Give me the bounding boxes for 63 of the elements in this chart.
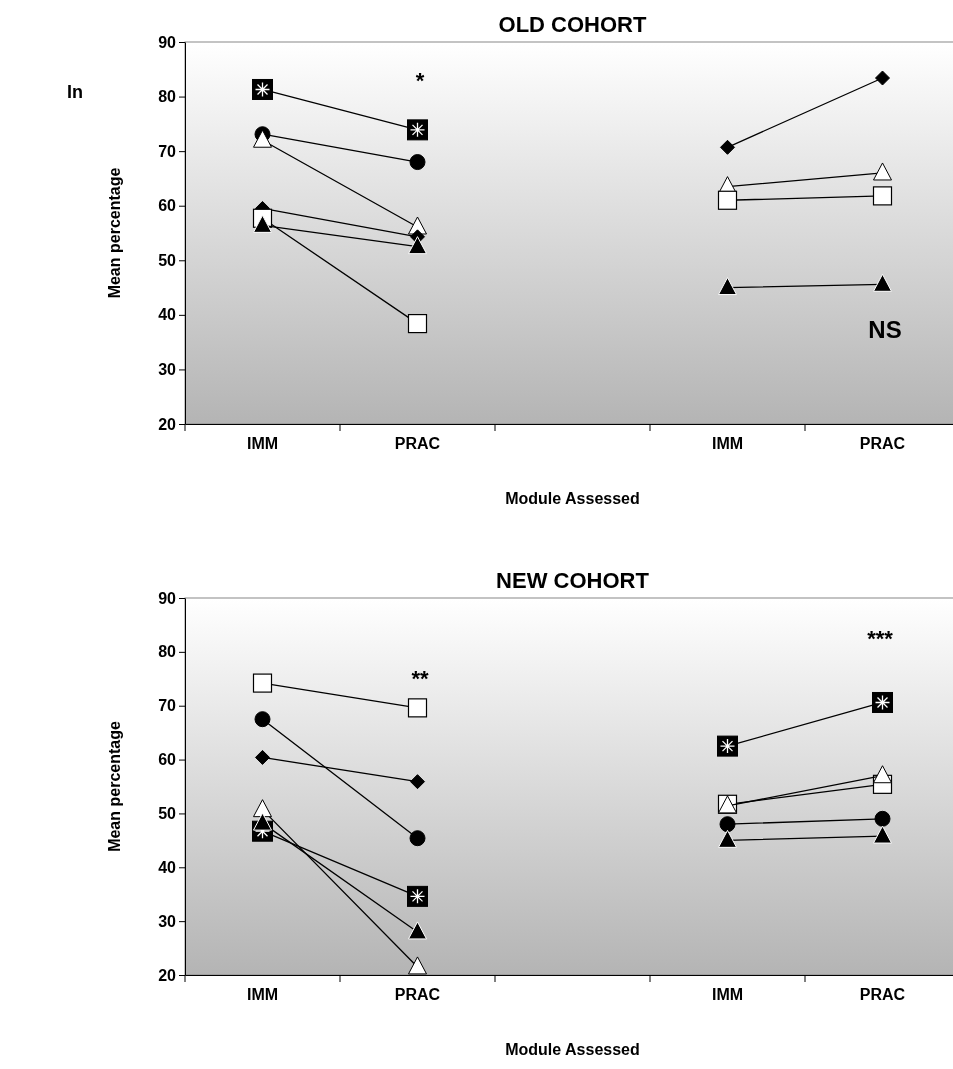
y-tick-label: 90 <box>158 589 177 607</box>
x-tick-label: IMM <box>711 986 744 1004</box>
chart-title: OLD COHORT <box>498 12 647 37</box>
point <box>720 139 735 155</box>
x-tick-label: IMM <box>246 986 279 1004</box>
point <box>410 774 425 790</box>
point <box>253 214 272 233</box>
point <box>873 825 892 844</box>
point <box>718 277 737 296</box>
point <box>253 129 272 148</box>
y-tick-label: 40 <box>158 858 177 876</box>
point <box>408 921 427 940</box>
point <box>253 799 272 818</box>
point <box>873 765 892 784</box>
point <box>872 186 893 206</box>
y-tick-label: 90 <box>158 33 177 51</box>
chart-title: NEW COHORT <box>496 568 650 593</box>
annotation: *** <box>867 626 894 651</box>
x-axis-title: Module Assessed <box>505 490 640 507</box>
point <box>407 698 428 718</box>
y-tick-label: 20 <box>158 966 177 984</box>
point <box>408 956 427 975</box>
x-axis-title: Module Assessed <box>505 1041 640 1058</box>
y-axis-title: Mean percentage <box>106 167 123 299</box>
annotation: NS <box>868 316 902 343</box>
point <box>253 812 272 831</box>
y-tick-label: 40 <box>158 306 177 324</box>
point <box>874 810 891 827</box>
point <box>718 829 737 848</box>
y-tick-label: 50 <box>158 251 177 269</box>
y-tick-label: 60 <box>158 751 177 769</box>
text: In <box>67 82 83 102</box>
point <box>409 154 426 171</box>
y-axis-title: Mean percentage <box>106 721 123 852</box>
y-tick-label: 60 <box>158 197 177 215</box>
point <box>873 273 892 292</box>
point <box>252 673 273 693</box>
point <box>719 816 736 833</box>
point <box>407 313 428 334</box>
x-tick-label: PRAC <box>859 986 906 1004</box>
point <box>409 830 426 847</box>
x-tick-label: PRAC <box>394 986 441 1004</box>
point <box>873 162 892 181</box>
annotation: ** <box>411 666 429 691</box>
y-tick-label: 70 <box>158 142 177 160</box>
x-tick-label: IMM <box>246 435 279 453</box>
x-tick-label: PRAC <box>859 435 906 453</box>
y-tick-label: 30 <box>158 912 177 930</box>
y-tick-label: 80 <box>158 643 177 661</box>
x-tick-label: PRAC <box>394 435 441 453</box>
y-tick-label: 80 <box>158 88 177 106</box>
point <box>255 749 270 765</box>
point <box>254 711 271 728</box>
y-tick-label: 70 <box>158 697 177 715</box>
point <box>408 236 427 255</box>
point <box>717 794 738 814</box>
annotation: * <box>415 68 425 93</box>
y-tick-label: 30 <box>158 361 177 379</box>
y-tick-label: 50 <box>158 805 177 823</box>
y-tick-label: 20 <box>158 415 177 433</box>
x-tick-label: IMM <box>711 435 744 453</box>
point <box>875 70 890 86</box>
point <box>717 190 738 210</box>
